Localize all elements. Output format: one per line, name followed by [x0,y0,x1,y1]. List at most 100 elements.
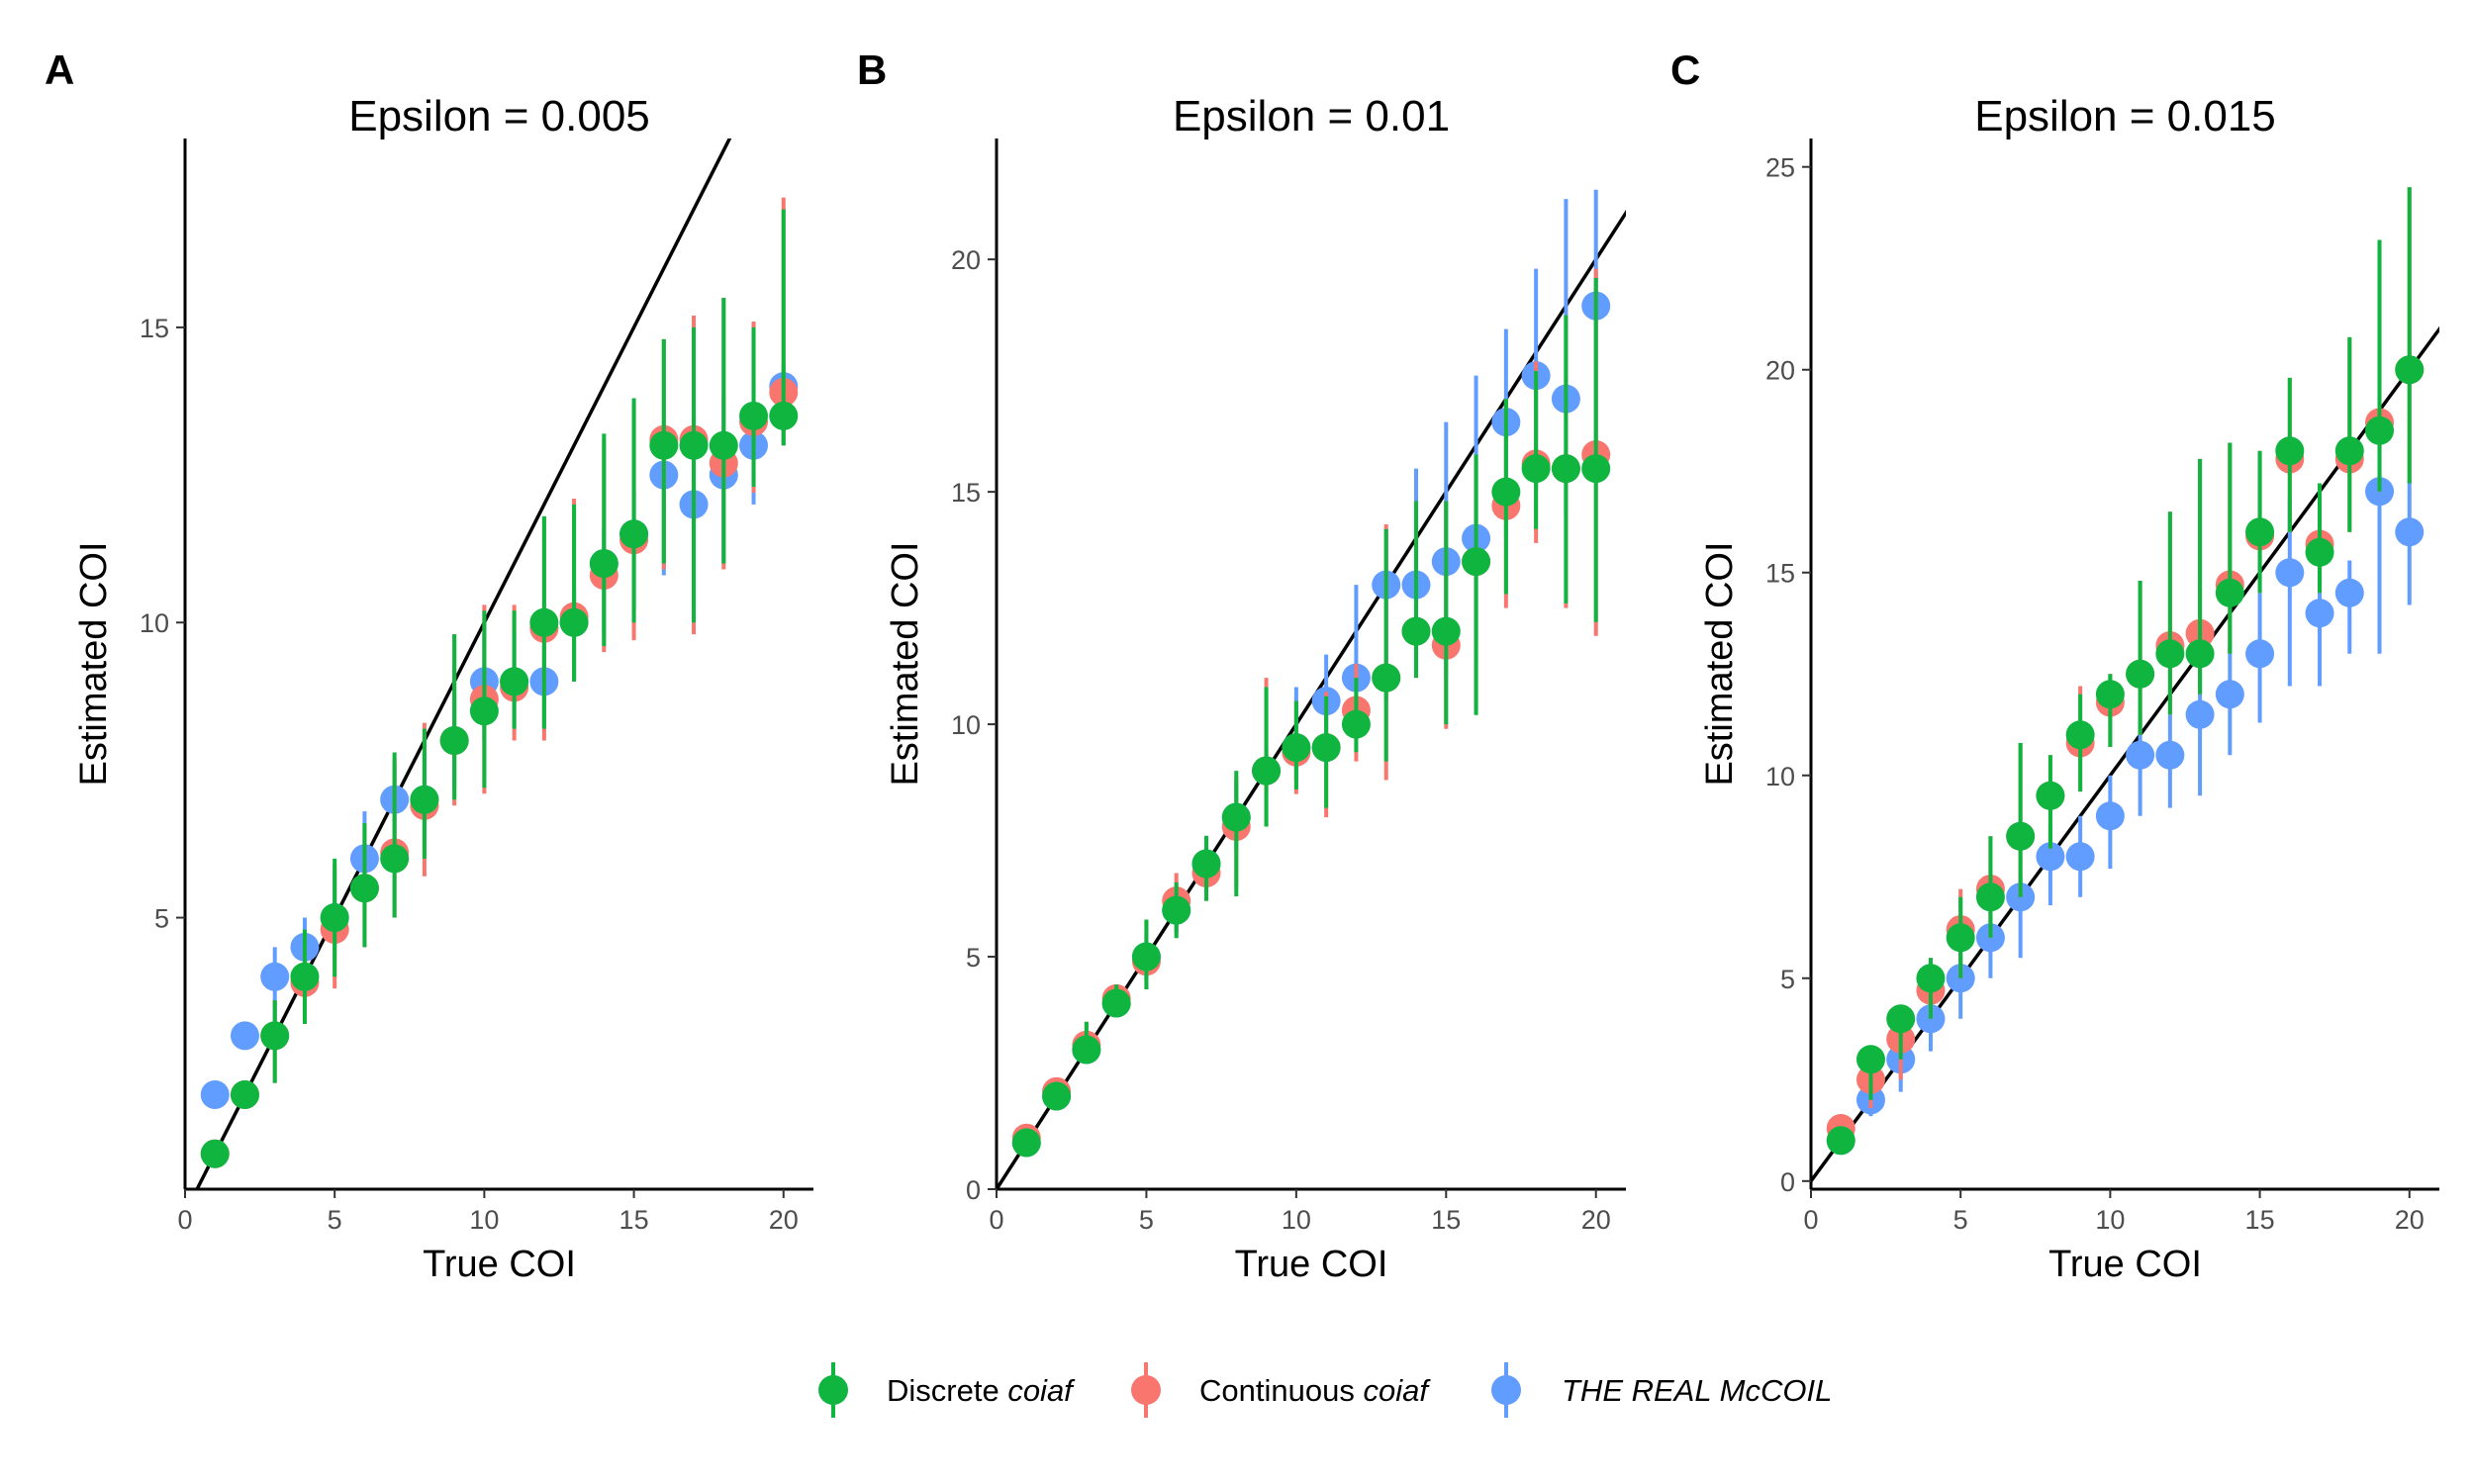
data-point [1581,454,1611,484]
data-point [439,726,469,756]
data-point [1491,477,1521,507]
x-tick-label: 0 [1803,1205,1818,1235]
x-tick-label: 20 [1581,1205,1611,1235]
data-point [469,696,499,726]
data-point [2065,842,2095,872]
data-point [230,1080,259,1110]
y-axis-title: Estimated COI [885,541,926,786]
data-point [2215,680,2244,709]
x-axis-title: True COI [1235,1244,1388,1285]
series-the-real-mccoil [1011,189,1611,1158]
data-point [2095,801,2125,831]
data-point [1072,1035,1101,1065]
y-axis-title: Estimated COI [1699,541,1741,786]
y-tick-label: 10 [1765,762,1795,791]
panel-a: A Epsilon = 0.005 True COI Estimated COI 0 5 1… [45,46,813,1285]
data-point [2275,436,2305,466]
y-tick-label: 25 [1765,153,1795,183]
data-point [1162,895,1191,925]
panel-b: B Epsilon = 0.01 True COI Estimated COI 0 5 10… [857,46,1626,1285]
data-point [200,1139,230,1168]
data-point [619,519,649,549]
data-point [1551,454,1580,484]
x-tick-label: 10 [469,1205,499,1235]
panel-letter: B [857,46,887,93]
data-point [2334,436,2364,466]
y-tick-label: 10 [140,608,169,638]
data-point [649,430,679,460]
x-axis-title: True COI [2048,1244,2202,1285]
x-tick-label: 20 [769,1205,799,1235]
panel-title: Epsilon = 0.005 [348,92,650,140]
data-point [1252,756,1282,786]
series-continuous-coiaf [200,197,799,1168]
y-tick-label: 10 [951,710,981,740]
panel-title: Epsilon = 0.015 [1974,92,2276,140]
data-point [1101,988,1131,1018]
data-point [1886,1004,1916,1034]
identity-line [195,139,732,1189]
data-point [2245,517,2275,547]
data-point [2305,599,2334,628]
y-tick-label: 20 [1765,356,1795,386]
legend-item-continuous: Continuous coiaf [1131,1362,1431,1418]
data-point [1401,616,1431,646]
x-tick-label: 10 [2095,1205,2125,1235]
y-axis-title: Estimated COI [73,541,115,786]
x-tick-label: 0 [989,1205,1003,1235]
data-point [1856,1045,1885,1074]
data-point [589,549,618,579]
panel-letter: C [1670,46,1700,93]
panel-c: C Epsilon = 0.015 True COI Estimated COI 0 5 1… [1670,46,2439,1285]
data-point [559,607,589,637]
data-point [200,1080,230,1110]
data-point [380,844,410,874]
data-point [2095,680,2125,709]
x-tick-label: 20 [2395,1205,2425,1235]
x-tick-label: 15 [1431,1205,1461,1235]
data-point [2395,355,2425,385]
data-point [260,1021,290,1051]
x-tick-label: 5 [1953,1205,1968,1235]
series-discrete-coiaf [200,209,799,1168]
legend-key-continuous-point [1131,1375,1161,1405]
panel-title: Epsilon = 0.01 [1173,92,1450,140]
data-point [1462,547,1491,577]
data-point [1431,616,1461,646]
legend-label-discrete: Discrete coiaf [887,1373,1076,1408]
legend-item-mccoil: THE REAL McCOIL [1491,1362,1832,1418]
data-point [1191,849,1221,879]
data-point [1131,942,1161,972]
legend-key-mccoil-point [1491,1375,1521,1405]
y-tick-label: 15 [951,478,981,508]
series-the-real-mccoil [200,362,799,1110]
data-point [500,667,529,696]
data-point [769,401,799,430]
data-point [709,430,738,460]
data-point [410,785,439,814]
data-point [2245,639,2275,669]
y-tick-label: 20 [951,245,981,275]
data-point [1826,1126,1856,1156]
data-point [2185,639,2215,669]
x-tick-label: 5 [328,1205,342,1235]
y-tick-label: 5 [1780,965,1795,994]
data-point [1341,709,1371,739]
legend-item-discrete: Discrete coiaf [818,1362,1076,1418]
legend-label-continuous: Continuous coiaf [1199,1373,1431,1408]
data-point [2334,578,2364,607]
data-point [529,607,559,637]
series-discrete-coiaf [1011,277,1611,1158]
data-point [2126,740,2155,770]
data-point [1916,964,1946,993]
data-point [1311,733,1341,763]
x-tick-label: 15 [619,1205,649,1235]
data-point [1975,882,2005,912]
panel-letter: A [45,46,74,93]
data-point [2065,720,2095,750]
identity-line [997,209,1626,1189]
series-the-real-mccoil [1826,417,2425,1156]
legend-label-mccoil: THE REAL McCOIL [1562,1373,1832,1408]
data-point [739,401,769,430]
